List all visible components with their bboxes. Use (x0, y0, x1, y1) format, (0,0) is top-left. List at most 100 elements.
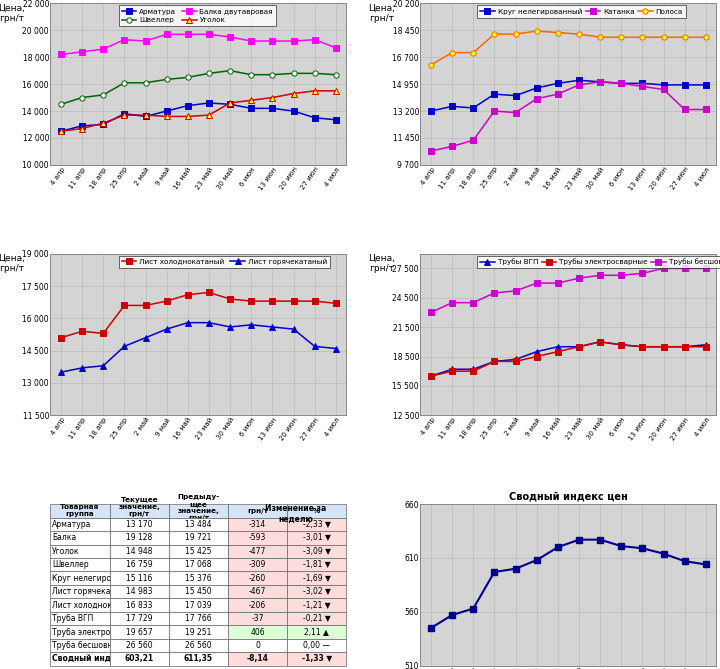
Лист холоднокатаный (78, 327, 86, 335)
Швеллер (78, 94, 86, 102)
Трубы ВГП (638, 343, 647, 351)
Уголок (78, 124, 86, 132)
Лист холоднокатаный (141, 302, 150, 310)
Трубы ВГП (680, 343, 689, 351)
Трубы электросварные (469, 367, 477, 375)
Полоса (680, 33, 689, 41)
Круг нелегированный (554, 80, 562, 88)
Трубы ВГП (575, 343, 583, 351)
Лист холоднокатаный (99, 329, 107, 337)
Лист горячекатаный (331, 345, 340, 353)
Трубы электросварные (448, 367, 456, 375)
Line: Катанка: Катанка (428, 79, 708, 154)
Круг нелегированный (638, 80, 647, 88)
Лист горячекатаный (78, 364, 86, 372)
Трубы ВГП (617, 341, 626, 349)
Лист горячекатаный (57, 368, 66, 376)
Уголок (184, 112, 192, 120)
Трубы бесшовные (595, 271, 604, 279)
Уголок (226, 99, 235, 107)
Лист холоднокатаный (163, 297, 171, 305)
Лист горячекатаный (247, 321, 256, 329)
Круг нелегированный (617, 80, 626, 88)
Арматура (310, 114, 319, 122)
Уголок (163, 112, 171, 120)
Трубы бесшовные (575, 274, 583, 282)
Полоса (469, 49, 477, 57)
Балка двутавровая (184, 30, 192, 38)
Лист горячекатаный (204, 318, 213, 326)
Лист холоднокатаный (310, 297, 319, 305)
Полоса (595, 33, 604, 41)
Балка двутавровая (163, 30, 171, 38)
Трубы электросварные (660, 343, 668, 351)
Швеллер (184, 74, 192, 82)
Полоса (532, 27, 541, 35)
Арматура (289, 107, 298, 115)
Швеллер (163, 76, 171, 84)
Полоса (575, 30, 583, 38)
Швеллер (310, 70, 319, 78)
Лист горячекатаный (120, 343, 129, 351)
Лист холоднокатаный (331, 299, 340, 307)
Line: Швеллер: Швеллер (58, 68, 338, 107)
Трубы ВГП (427, 372, 436, 380)
Лист горячекатаный (289, 325, 298, 333)
Y-axis label: Цена,
грн/т: Цена, грн/т (369, 3, 395, 23)
Уголок (57, 127, 66, 135)
Круг нелегированный (701, 81, 710, 89)
Трубы ВГП (511, 355, 520, 363)
Лист холоднокатаный (289, 297, 298, 305)
Уголок (120, 111, 129, 119)
Уголок (141, 111, 150, 119)
Трубы электросварные (490, 357, 499, 365)
Трубы бесшовные (427, 308, 436, 316)
Трубы электросварные (532, 353, 541, 361)
Уголок (99, 119, 107, 127)
Швеллер (289, 70, 298, 78)
Полоса (490, 30, 499, 38)
Трубы бесшовные (660, 264, 668, 272)
Швеллер (268, 71, 276, 79)
Трубы бесшовные (680, 264, 689, 272)
Круг нелегированный (511, 92, 520, 100)
Круг нелегированный (532, 84, 541, 92)
Трубы бесшовные (701, 264, 710, 272)
Арматура (247, 104, 256, 112)
Line: Лист горячекатаный: Лист горячекатаный (58, 320, 338, 375)
Legend: Круг нелегированный, Катанка, Полоса: Круг нелегированный, Катанка, Полоса (477, 5, 685, 17)
Катанка (511, 108, 520, 116)
Уголок (289, 90, 298, 98)
Трубы ВГП (660, 343, 668, 351)
Катанка (575, 81, 583, 89)
Балка двутавровая (141, 37, 150, 45)
Лист горячекатаный (141, 334, 150, 342)
Трубы электросварные (554, 348, 562, 356)
Трубы электросварные (638, 343, 647, 351)
Лист холоднокатаный (268, 297, 276, 305)
Круг нелегированный (595, 78, 604, 86)
Балка двутавровая (204, 30, 213, 38)
Лист горячекатаный (99, 362, 107, 370)
Швеллер (226, 67, 235, 75)
Арматура (184, 102, 192, 110)
Трубы электросварные (595, 338, 604, 346)
Уголок (247, 96, 256, 104)
Уголок (268, 94, 276, 102)
Трубы бесшовные (638, 270, 647, 278)
Трубы ВГП (469, 365, 477, 373)
Арматура (226, 100, 235, 108)
Трубы ВГП (595, 338, 604, 346)
Полоса (638, 33, 647, 41)
Лист горячекатаный (226, 323, 235, 331)
Line: Трубы электросварные: Трубы электросварные (428, 339, 708, 379)
Трубы бесшовные (511, 287, 520, 295)
Балка двутавровая (78, 47, 86, 56)
Legend: Арматура, Швеллер, Балка двутавровая, Уголок: Арматура, Швеллер, Балка двутавровая, Уг… (119, 5, 276, 26)
Катанка (427, 147, 436, 155)
Line: Трубы бесшовные: Трубы бесшовные (428, 266, 708, 315)
Швеллер (331, 71, 340, 79)
Трубы ВГП (532, 348, 541, 356)
Y-axis label: Цена,
грн/т: Цена, грн/т (369, 254, 395, 273)
Title: Сводный индекс цен: Сводный индекс цен (509, 492, 628, 502)
